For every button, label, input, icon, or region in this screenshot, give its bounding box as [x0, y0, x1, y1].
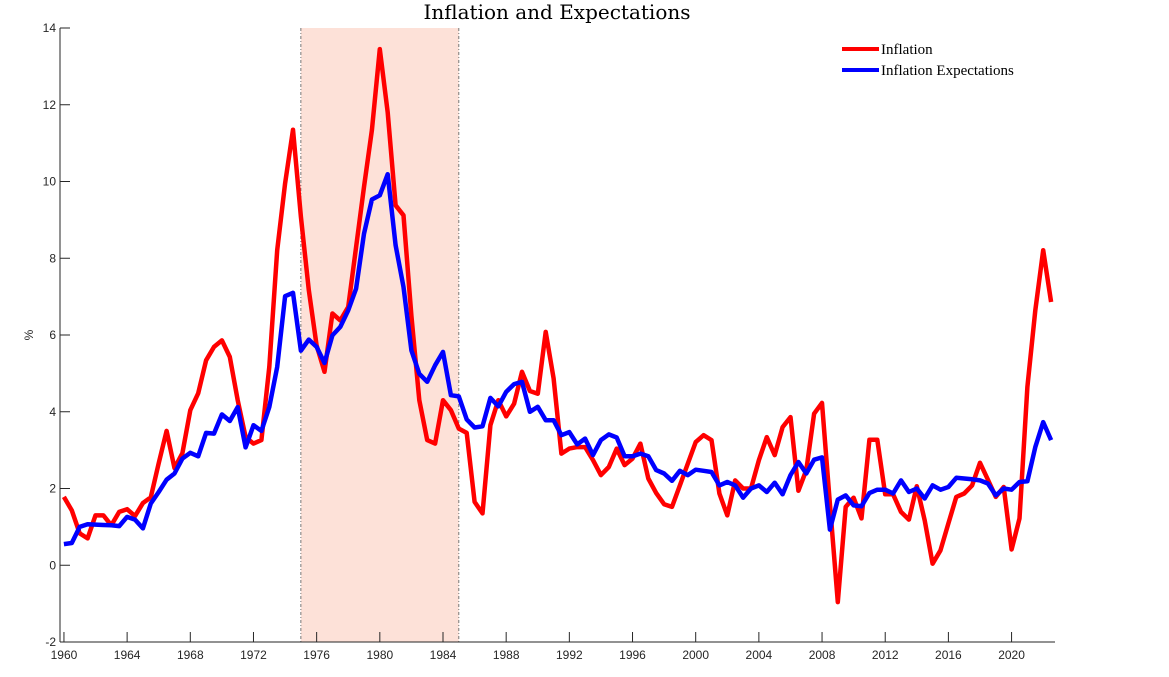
series-lines: [61, 46, 1054, 605]
x-tick-label: 1988: [493, 648, 520, 662]
shaded-region: [300, 28, 460, 642]
chart-title: Inflation and Expectations: [423, 0, 690, 24]
x-tick-label: 2012: [872, 648, 899, 662]
x-tick-label: 1984: [430, 648, 457, 662]
x-tick-label: 1980: [366, 648, 393, 662]
x-tick-label: 1976: [303, 648, 330, 662]
shaded-band: [300, 28, 459, 642]
y-tick-label: 12: [43, 98, 57, 112]
x-tick-label: 2004: [746, 648, 773, 662]
legend-label-inflation: Inflation: [881, 42, 933, 58]
y-axis-label: %: [22, 329, 36, 340]
x-tick-label: 2008: [809, 648, 836, 662]
y-tick-label: 2: [49, 482, 56, 496]
y-tick-label: -2: [45, 635, 56, 649]
y-tick-label: 10: [43, 175, 57, 189]
y-tick-label: 14: [43, 21, 57, 35]
series-line-inflation-expectations: [63, 171, 1054, 547]
x-tick-label: 1968: [177, 648, 204, 662]
legend-label-expectations: Inflation Expectations: [881, 63, 1014, 79]
x-tick-label: 1972: [240, 648, 267, 662]
legend: Inflation Inflation Expectations: [842, 42, 1014, 79]
x-tick-label: 1996: [619, 648, 646, 662]
y-tick-label: 4: [49, 405, 56, 419]
y-tick-label: 8: [49, 251, 56, 265]
y-tick-label: 0: [49, 558, 56, 572]
x-tick-label: 2000: [682, 648, 709, 662]
series-line-inflation: [61, 46, 1054, 605]
x-tick-label: 1992: [556, 648, 583, 662]
axes: -2 0 2 4 6 8 10 12 14 1960 1964 1968 1972 1976 1980 198…: [43, 21, 1055, 662]
y-tick-label: 6: [49, 328, 56, 342]
x-tick-label: 2016: [935, 648, 962, 662]
x-tick-label: 2020: [998, 648, 1025, 662]
x-tick-label: 1960: [51, 648, 78, 662]
x-tick-label: 1964: [114, 648, 141, 662]
